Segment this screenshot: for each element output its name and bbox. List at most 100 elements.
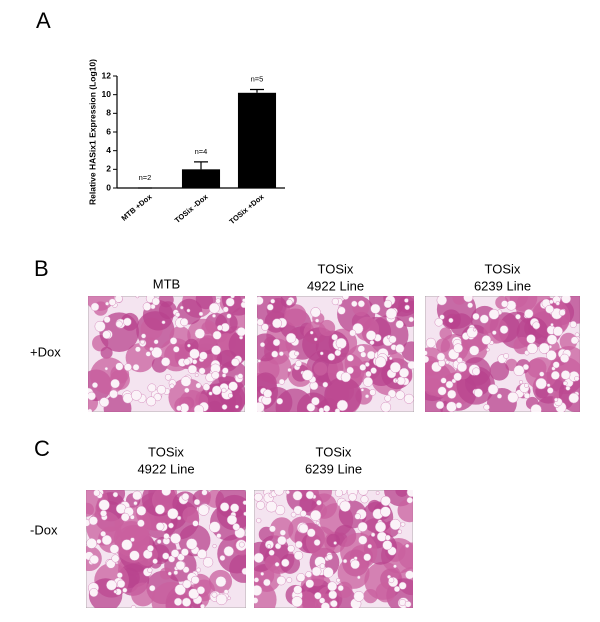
tissue-lobule bbox=[310, 573, 325, 587]
cell-vacuole bbox=[340, 372, 351, 383]
cell-vacuole bbox=[194, 328, 206, 339]
cell-vacuole bbox=[562, 380, 568, 386]
cell-vacuole bbox=[167, 571, 172, 576]
cell-vacuole bbox=[186, 538, 198, 550]
cell-vacuole bbox=[211, 371, 220, 380]
cell-vacuole bbox=[356, 575, 361, 580]
cell-vacuole bbox=[112, 491, 119, 498]
cell-vacuole bbox=[382, 540, 393, 551]
cell-vacuole bbox=[237, 373, 244, 380]
cell-vacuole bbox=[189, 348, 200, 360]
cell-vacuole bbox=[134, 346, 141, 353]
cell-vacuole bbox=[221, 404, 228, 410]
cell-vacuole bbox=[104, 366, 109, 371]
image-title: 4922 Line bbox=[137, 461, 194, 476]
cell-vacuole bbox=[173, 597, 183, 606]
cell-vacuole bbox=[183, 358, 191, 366]
image-title: TOSix bbox=[318, 261, 354, 276]
cell-vacuole bbox=[532, 321, 541, 330]
cell-vacuole bbox=[153, 339, 159, 345]
cell-vacuole bbox=[90, 302, 100, 312]
cell-vacuole bbox=[358, 490, 369, 496]
cell-vacuole bbox=[316, 499, 322, 506]
cell-vacuole bbox=[257, 296, 264, 306]
cell-vacuole bbox=[326, 553, 333, 561]
tissue-lobule bbox=[489, 361, 510, 381]
cell-vacuole bbox=[472, 327, 477, 332]
cell-vacuole bbox=[113, 589, 118, 594]
cell-vacuole bbox=[137, 519, 145, 528]
cell-vacuole bbox=[152, 558, 158, 564]
cell-vacuole bbox=[257, 359, 262, 363]
cell-vacuole bbox=[362, 376, 374, 387]
cell-vacuole bbox=[305, 490, 315, 500]
cell-vacuole bbox=[187, 364, 198, 375]
cell-vacuole bbox=[260, 571, 265, 576]
cell-vacuole bbox=[560, 353, 570, 363]
cell-vacuole bbox=[388, 577, 395, 584]
cell-vacuole bbox=[293, 505, 303, 515]
cell-vacuole bbox=[175, 312, 181, 318]
cell-vacuole bbox=[286, 577, 293, 584]
cell-vacuole bbox=[322, 381, 329, 388]
cell-vacuole bbox=[546, 383, 551, 388]
cell-vacuole bbox=[499, 325, 509, 334]
image-title: TOSix bbox=[148, 444, 184, 459]
cell-vacuole bbox=[254, 552, 264, 563]
cell-vacuole bbox=[314, 592, 322, 600]
cell-vacuole bbox=[547, 387, 554, 394]
cell-vacuole bbox=[276, 575, 286, 586]
tissue-lobule bbox=[229, 553, 246, 583]
image-title: TOSix bbox=[316, 444, 352, 459]
cell-vacuole bbox=[156, 385, 167, 395]
cell-vacuole bbox=[295, 360, 303, 367]
cell-vacuole bbox=[216, 324, 223, 331]
cell-vacuole bbox=[222, 367, 229, 375]
cell-vacuole bbox=[295, 540, 303, 549]
cell-vacuole bbox=[346, 354, 354, 362]
cell-vacuole bbox=[106, 579, 117, 591]
cell-vacuole bbox=[242, 500, 246, 506]
cell-vacuole bbox=[487, 384, 499, 395]
cell-vacuole bbox=[151, 297, 160, 306]
cell-vacuole bbox=[518, 380, 524, 385]
cell-vacuole bbox=[105, 301, 110, 306]
cell-vacuole bbox=[147, 567, 153, 573]
cell-vacuole bbox=[370, 303, 381, 314]
cell-vacuole bbox=[164, 373, 172, 381]
cell-vacuole bbox=[393, 585, 401, 593]
cell-vacuole bbox=[176, 515, 182, 521]
cell-vacuole bbox=[256, 500, 265, 510]
cell-vacuole bbox=[305, 579, 315, 589]
cell-vacuole bbox=[539, 371, 545, 377]
y-tick-label: 8 bbox=[106, 108, 111, 118]
cell-vacuole bbox=[354, 513, 361, 520]
cell-vacuole bbox=[243, 511, 246, 516]
cell-vacuole bbox=[375, 491, 380, 495]
cell-vacuole bbox=[161, 320, 166, 325]
cell-vacuole bbox=[169, 383, 175, 389]
cell-vacuole bbox=[211, 385, 222, 396]
cell-vacuole bbox=[232, 523, 240, 531]
cell-vacuole bbox=[195, 382, 202, 389]
tissue-lobule bbox=[159, 567, 173, 580]
cell-vacuole bbox=[271, 350, 279, 358]
cell-vacuole bbox=[129, 514, 135, 520]
cell-vacuole bbox=[109, 389, 118, 399]
cell-vacuole bbox=[384, 394, 392, 402]
cell-vacuole bbox=[353, 590, 365, 602]
cell-vacuole bbox=[434, 317, 444, 327]
cell-vacuole bbox=[198, 311, 204, 317]
cell-vacuole bbox=[285, 299, 293, 306]
cell-vacuole bbox=[274, 561, 280, 567]
cell-vacuole bbox=[453, 343, 464, 354]
cell-vacuole bbox=[216, 533, 222, 539]
cell-vacuole bbox=[145, 351, 151, 357]
cell-vacuole bbox=[182, 566, 190, 574]
cell-vacuole bbox=[130, 604, 137, 608]
cell-vacuole bbox=[311, 566, 322, 577]
error-bar bbox=[250, 88, 264, 93]
tissue-lobule bbox=[143, 337, 158, 352]
cell-vacuole bbox=[102, 330, 111, 339]
cell-vacuole bbox=[187, 343, 191, 348]
